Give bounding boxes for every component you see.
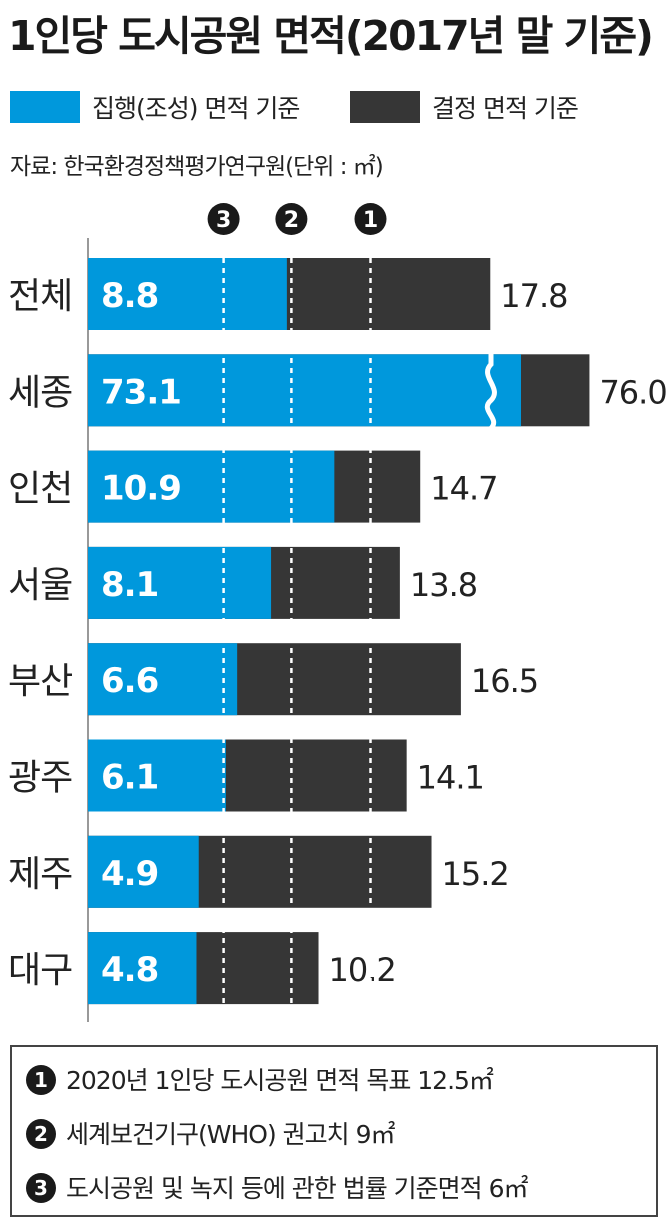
value-label-executed-8: 4.8 xyxy=(101,950,158,990)
bar-executed-2 xyxy=(88,354,521,427)
value-label-decided-4: 13.8 xyxy=(410,566,477,604)
bar-executed-5 xyxy=(88,643,238,716)
category-label-8: 대구 xyxy=(8,950,72,991)
category-label-6: 광주 xyxy=(8,758,72,799)
legend-swatch-decided xyxy=(350,91,420,123)
bar-executed-7 xyxy=(88,835,199,908)
value-label-decided-2: 76.0 xyxy=(599,373,666,411)
value-label-decided-6: 14.1 xyxy=(417,759,484,797)
notes-box: 1 2020년 1인당 도시공원 면적 목표 12.5㎡ 2 세계보건기구(WH… xyxy=(10,1045,658,1217)
value-label-executed-4: 8.1 xyxy=(101,565,158,605)
category-label-3: 인천 xyxy=(8,469,72,510)
category-label-1: 전체 xyxy=(8,276,72,317)
legend-label-decided: 결정 면적 기준 xyxy=(432,94,579,123)
category-label-4: 서울 xyxy=(8,565,72,606)
category-label-2: 세종 xyxy=(8,372,72,413)
value-label-decided-3: 14.7 xyxy=(430,470,497,508)
reference-marker-2-badge xyxy=(275,203,308,235)
bar-executed-6 xyxy=(88,739,226,812)
value-label-decided-7: 15.2 xyxy=(442,855,509,893)
reference-marker-3-badge xyxy=(207,203,240,235)
value-label-executed-6: 6.1 xyxy=(101,758,158,798)
bar-executed-4 xyxy=(88,546,272,619)
source-note: 자료: 한국환경정책평가연구원(단위 : ㎡) xyxy=(10,154,384,180)
reference-marker-2-label: 2 xyxy=(284,208,299,233)
legend-label-executed: 집행(조성) 면적 기준 xyxy=(92,94,300,123)
category-label-5: 부산 xyxy=(8,661,72,702)
value-label-executed-5: 6.6 xyxy=(101,661,158,701)
note-1-marker: 1 xyxy=(26,1065,56,1095)
reference-marker-1-label: 1 xyxy=(363,208,378,233)
value-label-decided-1: 17.8 xyxy=(500,277,567,315)
bar-executed-8 xyxy=(88,932,197,1005)
note-3-marker: 3 xyxy=(26,1173,56,1203)
reference-marker-3-label: 3 xyxy=(216,208,231,233)
note-3-text: 도시공원 및 녹지 등에 관한 법률 기준면적 6㎡ xyxy=(66,1174,529,1203)
bar-executed-3 xyxy=(88,450,335,523)
note-2-marker: 2 xyxy=(26,1119,56,1149)
category-label-7: 제주 xyxy=(8,854,72,895)
bar-executed-1 xyxy=(88,258,287,330)
bar-chart: 전체 8.8 17.8 세종 73.1 76.0 인천 10.9 14.7 서울 8.1 13.8 부산… xyxy=(8,203,668,1022)
value-label-executed-1: 8.8 xyxy=(101,276,158,316)
value-label-executed-2: 73.1 xyxy=(101,372,181,412)
chart-title: 1인당 도시공원 면적(2017년 말 기준) xyxy=(8,12,654,60)
axis-break-mark xyxy=(484,352,497,431)
value-label-executed-7: 4.9 xyxy=(101,854,158,894)
value-label-decided-8: 10.2 xyxy=(329,951,396,989)
legend-swatch-executed xyxy=(10,91,80,123)
value-label-executed-3: 10.9 xyxy=(101,469,181,509)
note-2-text: 세계보건기구(WHO) 권고치 9㎡ xyxy=(66,1120,396,1149)
note-1-text: 2020년 1인당 도시공원 면적 목표 12.5㎡ xyxy=(66,1066,494,1095)
reference-marker-1-badge xyxy=(354,203,387,235)
value-label-decided-5: 16.5 xyxy=(471,662,538,700)
